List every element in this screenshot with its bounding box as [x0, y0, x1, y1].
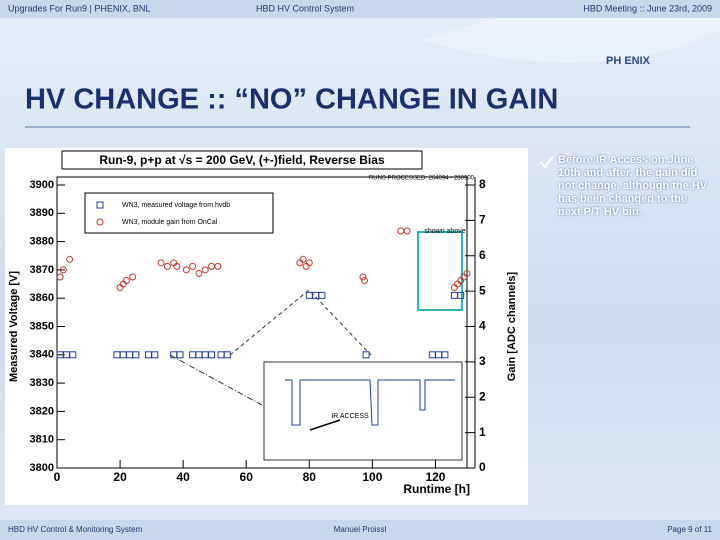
- point: [59, 266, 67, 274]
- footer-left: HBD HV Control & Monitoring System: [8, 525, 143, 534]
- legend-box: [84, 192, 274, 234]
- legend-label: WN3, measured voltage from hvdb: [122, 202, 230, 209]
- inset-curve: [285, 379, 455, 426]
- y2-tick-label: 4: [479, 319, 486, 333]
- y-tick-label: 3880: [30, 236, 54, 248]
- header-center: HBD HV Control System: [256, 3, 354, 13]
- header-left: Upgrades For Run9 | PHENIX, BNL: [8, 3, 150, 13]
- point: [457, 291, 465, 299]
- connector: [169, 354, 263, 406]
- x-tick-label: 100: [362, 470, 382, 484]
- check-mark: [540, 155, 554, 169]
- annotation: IR ACCESS: [331, 413, 369, 420]
- slide-title: HV CHANGE :: “NO” CHANGE IN GAIN: [25, 84, 558, 116]
- header-bar: [0, 0, 720, 18]
- y-tick-label: 3810: [30, 434, 54, 446]
- y2-tick-label: 3: [479, 354, 486, 368]
- point: [182, 266, 190, 274]
- x-tick-label: 80: [303, 470, 317, 484]
- point: [173, 262, 181, 270]
- connector: [229, 289, 372, 356]
- x-axis-label: Runtime [h]: [403, 482, 470, 496]
- header-right: HBD Meeting :: June 23rd, 2009: [583, 3, 712, 13]
- point: [69, 351, 77, 359]
- point: [151, 351, 159, 359]
- y-tick-label: 3890: [30, 207, 54, 219]
- y2-tick-label: 2: [479, 389, 486, 403]
- y2-tick-label: 0: [479, 460, 486, 474]
- y2-tick-label: 8: [479, 177, 486, 191]
- point: [361, 277, 368, 285]
- y-tick-label: 3870: [30, 264, 54, 276]
- y2-tick-label: 6: [479, 248, 486, 262]
- point: [359, 273, 367, 281]
- logo: PH ENIX: [606, 55, 651, 67]
- legend-marker: [96, 201, 104, 209]
- point: [318, 291, 326, 299]
- x-tick-label: 40: [176, 470, 190, 484]
- x-tick-label: 120: [425, 470, 445, 484]
- point: [362, 351, 370, 359]
- point: [132, 351, 140, 359]
- point: [66, 255, 74, 263]
- y2-tick-label: 5: [479, 283, 486, 297]
- point: [176, 351, 184, 359]
- y2-tick-label: 7: [479, 213, 486, 227]
- y-tick-label: 3850: [30, 320, 54, 332]
- y-tick-label: 3820: [30, 405, 54, 417]
- annotation-arrow: [309, 419, 341, 431]
- point: [122, 277, 130, 285]
- legend-marker: [96, 218, 104, 226]
- inset-plot: [263, 361, 463, 461]
- y-tick-label: 3800: [30, 462, 54, 474]
- legend-label: WN3, module gain from OnCal: [122, 219, 218, 226]
- y-tick-label: 3830: [30, 377, 54, 389]
- highlight-box: [417, 231, 463, 311]
- point: [56, 273, 64, 281]
- point: [441, 351, 449, 359]
- point: [305, 259, 313, 267]
- point: [189, 262, 197, 270]
- chart-title-box: [61, 150, 423, 170]
- footer-right: Page 9 of 11: [667, 525, 712, 534]
- y2-axis-label: Gain [ADC channels]: [506, 271, 518, 381]
- y-tick-label: 3840: [30, 349, 54, 361]
- annotation: shown above: [424, 228, 465, 235]
- point: [463, 269, 471, 277]
- plot-frame: [56, 176, 468, 469]
- x-tick-label: 20: [113, 470, 127, 484]
- y-axis-label: Measured Voltage [V]: [8, 271, 20, 382]
- point: [214, 262, 222, 270]
- footer-center: Manuel Proissl: [334, 525, 387, 534]
- y2-tick-label: 1: [479, 425, 486, 439]
- bullet-text: Before IR Access on June 10th and after,…: [558, 154, 708, 218]
- plot: Run-9, p+p at √s = 200 GeV, (+-)field, R…: [8, 150, 518, 496]
- point: [163, 262, 171, 270]
- point: [157, 259, 165, 267]
- chart-title: Run-9, p+p at √s = 200 GeV, (+-)field, R…: [99, 153, 385, 167]
- y-tick-label: 3900: [30, 179, 54, 191]
- point: [129, 273, 137, 281]
- point: [195, 269, 203, 277]
- x-tick-label: 0: [54, 470, 61, 484]
- point: [201, 266, 209, 274]
- y-tick-label: 3860: [30, 292, 54, 304]
- footer-bar: [0, 520, 720, 540]
- point: [208, 351, 216, 359]
- point: [223, 351, 231, 359]
- point: [403, 227, 411, 235]
- x-tick-label: 60: [240, 470, 254, 484]
- point: [299, 255, 307, 263]
- chart-subtitle: RUNS PROCESSED: 264094 - 280900: [369, 176, 475, 182]
